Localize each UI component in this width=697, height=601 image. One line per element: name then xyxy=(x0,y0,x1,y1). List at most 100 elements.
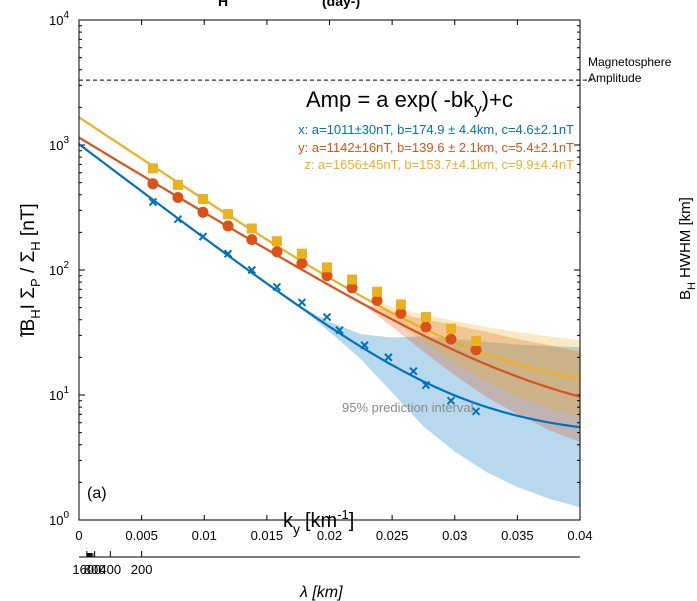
x-tick-label: 0.02 xyxy=(317,528,342,543)
marker-stroke xyxy=(360,341,369,350)
y-tick-exponent: 2 xyxy=(63,260,69,271)
title-fragment-day: (day-) xyxy=(322,0,360,9)
marker-z xyxy=(321,262,332,273)
y-tick-mantissa: 10 xyxy=(49,138,63,153)
x-axis-label: ky [km-1] xyxy=(283,507,354,537)
marker-x xyxy=(173,214,183,224)
marker-y xyxy=(470,344,482,356)
marker-z xyxy=(296,248,307,259)
marker-x xyxy=(148,197,158,207)
x-label-unit: [km xyxy=(305,510,337,532)
marker-x xyxy=(471,407,481,416)
fit-curve-y xyxy=(79,136,580,398)
marker-stroke xyxy=(384,353,393,362)
y-tick-exponent: 1 xyxy=(63,385,69,396)
x-tick-label: 0.01 xyxy=(192,528,217,543)
marker-x xyxy=(384,353,393,362)
marker-x xyxy=(198,232,208,241)
marker-y xyxy=(222,220,234,232)
legend-y: y: a=1142±16nT, b=139.6 ± 2.1km, c=5.4±2… xyxy=(298,140,574,155)
y-tick-label: 104 xyxy=(49,10,69,28)
legend-z: z: a=1656±45nT, b=153.7±4.1km, c=9.9±4.4… xyxy=(304,157,574,172)
y-tick-mantissa: 10 xyxy=(49,13,63,28)
marker-z xyxy=(172,179,183,190)
marker-stroke xyxy=(297,298,307,307)
y-label-sigma-h: / Σ xyxy=(18,251,39,279)
marker-stroke xyxy=(322,312,332,322)
y-tick-mantissa: 10 xyxy=(49,513,63,528)
right-fragment-text: HWHM [km] xyxy=(677,197,694,278)
marker-y xyxy=(420,321,432,333)
marker-z xyxy=(147,163,158,174)
svg-text:BHHWHM [km]: BH HWHM [km] xyxy=(677,197,697,300)
title-fragment-h: H xyxy=(218,0,228,9)
marker-z xyxy=(445,323,456,334)
marker-y xyxy=(296,257,308,269)
marker-stroke xyxy=(198,232,208,241)
marker-x xyxy=(297,298,307,307)
marker-z xyxy=(246,223,257,234)
y-tick-label: 103 xyxy=(49,135,69,153)
marker-z xyxy=(420,312,431,323)
marker-x xyxy=(409,367,418,376)
y-label-ib: IB xyxy=(18,319,39,337)
prediction-band-y xyxy=(79,137,580,442)
lambda-tick-label: 1600 xyxy=(72,562,101,577)
y-label-p: P xyxy=(28,278,43,287)
y-tick-exponent: 3 xyxy=(63,135,69,146)
marker-z xyxy=(271,236,282,247)
x-tick-labels: 0 0.005 0.01 0.015 0.02 0.025 0.03 0.035 0.04 xyxy=(75,528,592,543)
x-tick-label: 0.005 xyxy=(125,528,158,543)
lambda-axis-label: λ [km] xyxy=(299,584,343,601)
formula-sub: y xyxy=(474,101,482,118)
marker-stroke xyxy=(335,325,344,335)
marker-x xyxy=(446,396,456,405)
y-tick-exponent: 4 xyxy=(63,10,69,21)
marker-x xyxy=(322,312,332,322)
marker-stroke xyxy=(421,380,431,390)
marker-z xyxy=(347,274,358,285)
marker-z xyxy=(471,336,482,347)
x-label-main: k xyxy=(283,510,294,532)
marker-stroke xyxy=(471,407,481,416)
marker-z xyxy=(197,193,208,204)
marker-y xyxy=(445,333,457,345)
marker-x xyxy=(223,249,233,258)
x-tick-label: 0 xyxy=(75,528,82,543)
amplitude-label: Amplitude xyxy=(588,71,642,85)
marker-stroke xyxy=(272,282,282,292)
marker-y xyxy=(246,234,258,246)
x-tick-label: 0.015 xyxy=(251,528,284,543)
marker-stroke xyxy=(148,197,158,207)
marker-stroke xyxy=(173,214,183,224)
x-tick-label: 0.04 xyxy=(567,528,592,543)
lambda-tick-label: 200 xyxy=(131,562,153,577)
interval-label: 95% prediction interval xyxy=(342,400,474,415)
lambda-tick-label: 800 xyxy=(84,562,106,577)
marker-stroke xyxy=(409,367,418,376)
x-tick-label: 0.035 xyxy=(501,528,534,543)
marker-y xyxy=(197,206,209,218)
marker-z xyxy=(395,299,406,310)
marker-y xyxy=(371,295,383,307)
svg-text:̃IBHI ΣP / ΣH [nT]: ̃IBHI ΣP / ΣH [nT] xyxy=(18,203,43,337)
plot-frame xyxy=(78,19,581,521)
fit-curve-x xyxy=(79,143,580,429)
formula-main: Amp = a exp( -bk xyxy=(306,87,475,112)
formula-tail: )+c xyxy=(482,87,513,112)
marker-x xyxy=(360,341,369,350)
marker-z xyxy=(372,286,383,297)
y-tick-exponent: 0 xyxy=(63,510,69,521)
right-fragment-sub: H xyxy=(686,282,697,290)
y-tick-label: 101 xyxy=(49,385,69,403)
x-tick-label: 0.03 xyxy=(442,528,467,543)
y-label-h2: H xyxy=(28,241,43,250)
x-tick-label: 0.025 xyxy=(376,528,409,543)
legend-x: x: a=1011±30nT, b=174.9 ± 4.4km, c=4.6±2… xyxy=(298,122,574,137)
y-tick-mantissa: 10 xyxy=(49,388,63,403)
marker-x xyxy=(335,325,344,335)
marker-x xyxy=(421,380,431,390)
y-tick-mantissa: 10 xyxy=(49,263,63,278)
